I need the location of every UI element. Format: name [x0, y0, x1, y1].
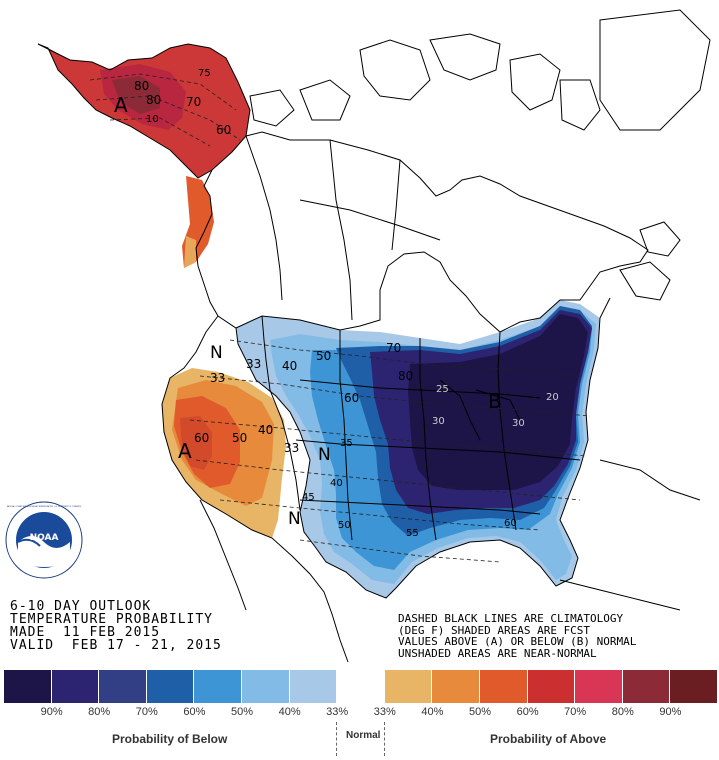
climatology-lines: [89, 73, 591, 563]
legend-tick-label: 40%: [278, 706, 301, 718]
above-marker-west: A: [178, 439, 192, 463]
valid-dates: VALID FEB 17 - 21, 2015: [10, 638, 222, 653]
contour-label: 33: [246, 357, 261, 371]
legend-tick-label: 50%: [468, 706, 492, 718]
noaa-logo-text: NOAA: [30, 533, 59, 543]
legend-swatch: [4, 670, 52, 703]
contour-label: 75: [198, 68, 211, 79]
contour-label: 35: [340, 438, 353, 449]
legend-tick-label: 33%: [373, 706, 396, 718]
legend-tick-label: 60%: [516, 706, 539, 718]
noaa-logo: NOAA NATIONAL OCEANIC AND ATMOSPHERIC AD…: [5, 501, 83, 579]
contour-label: 55: [406, 528, 419, 539]
legend-tick-label: 90%: [40, 706, 63, 718]
legend-swatch: [99, 670, 147, 703]
below-caption: Probability of Below: [112, 732, 228, 746]
legend-tick-label: 70%: [135, 706, 158, 718]
normal-marker-sw: N: [288, 509, 301, 529]
contour-label: 60: [216, 123, 231, 137]
legend-swatch: [337, 670, 385, 703]
contour-label: 33: [284, 441, 299, 455]
noaa-ring-text: NATIONAL OCEANIC AND ATMOSPHERIC ADMINIS…: [7, 505, 81, 508]
note-line: VALUES ABOVE (A) OR BELOW (B) NORMAL: [398, 635, 637, 648]
legend-swatch: [51, 670, 100, 703]
normal-caption: Normal: [346, 730, 381, 741]
legend-swatch: [146, 670, 195, 703]
outlook-title: 6-10 DAY OUTLOOK: [10, 599, 152, 614]
normal-marker-center: N: [318, 445, 331, 465]
contour-label: 80: [398, 369, 413, 383]
outlook-map: A A B N N N 80 75 80 70 10 60 33 60 50 4…: [37, 9, 711, 663]
contour-label: 40: [258, 423, 273, 437]
contour-label: 80: [146, 93, 161, 107]
contour-label: 70: [386, 341, 401, 355]
contour-label: 40: [282, 359, 297, 373]
contour-label: 60: [504, 518, 517, 529]
contour-label: 50: [316, 349, 331, 363]
note-line: (DEG F) SHADED AREAS ARE FCST: [398, 623, 591, 637]
above-caption: Probability of Above: [490, 732, 607, 746]
legend-tick-label: 60%: [183, 706, 206, 718]
legend-tick-label: 80%: [611, 706, 634, 718]
map-notes: DASHED BLACK LINES ARE CLIMATOLOGY (DEG …: [398, 613, 636, 659]
contour-label: 80: [134, 79, 149, 93]
west-above-region: [162, 368, 286, 538]
contour-label: 70: [186, 95, 201, 109]
legend-tick-label: 70%: [564, 706, 587, 718]
land-outlines: [37, 9, 711, 663]
above-marker-alaska: A: [114, 93, 128, 117]
note-line: UNSHADED AREAS ARE NEAR-NORMAL: [398, 646, 597, 660]
legend-swatch: [670, 670, 718, 703]
legend-swatch: [575, 670, 623, 703]
outlook-title-block: 6-10 DAY OUTLOOK TEMPERATURE PROBABILITY…: [10, 600, 222, 652]
note-line: DASHED BLACK LINES ARE CLIMATOLOGY: [398, 612, 624, 625]
legend-swatch: [527, 670, 576, 703]
below-marker-east: B: [488, 389, 502, 413]
east-below-region: [236, 300, 600, 598]
legend-divider: [336, 722, 337, 756]
contour-label: 30: [432, 416, 445, 427]
contour-label: 33: [210, 371, 225, 385]
legend-swatches: [4, 670, 718, 703]
contour-labels: 80 75 80 70 10 60 33 60 50 40 33 33 40 5…: [134, 68, 559, 539]
legend-tick-label: 50%: [230, 706, 254, 718]
made-date: MADE 11 FEB 2015: [10, 625, 161, 640]
legend-swatch: [622, 670, 671, 703]
legend-divider: [384, 722, 385, 756]
legend-tick-label: 80%: [88, 706, 111, 718]
legend-swatch: [241, 670, 290, 703]
legend-swatch: [289, 670, 338, 703]
contour-label: 10: [146, 114, 159, 125]
legend-swatch: [384, 670, 433, 703]
contour-label: 25: [436, 384, 449, 395]
legend-tick-label: 40%: [421, 706, 444, 718]
legend-swatch: [194, 670, 242, 703]
contour-label: 45: [302, 492, 315, 503]
alaska-above-region: [48, 44, 250, 268]
contour-label: 30: [512, 418, 525, 429]
contour-label: 50: [338, 520, 351, 531]
probability-legend: 90% 80% 70% 60% 50% 40% 33% 33% 40% 50% 60% 70% 80% 9…: [0, 670, 719, 760]
legend-tick-label: 90%: [659, 706, 682, 718]
contour-label: 50: [232, 431, 247, 445]
contour-label: 60: [344, 391, 359, 405]
legend-swatch: [479, 670, 528, 703]
normal-marker-nw: N: [210, 343, 223, 363]
contour-label: 60: [194, 431, 209, 445]
legend-tick-label: 33%: [326, 706, 349, 718]
legend-swatch: [432, 670, 480, 703]
contour-label: 40: [330, 478, 343, 489]
outlook-subtitle: TEMPERATURE PROBABILITY: [10, 612, 214, 627]
contour-label: 20: [546, 392, 559, 403]
